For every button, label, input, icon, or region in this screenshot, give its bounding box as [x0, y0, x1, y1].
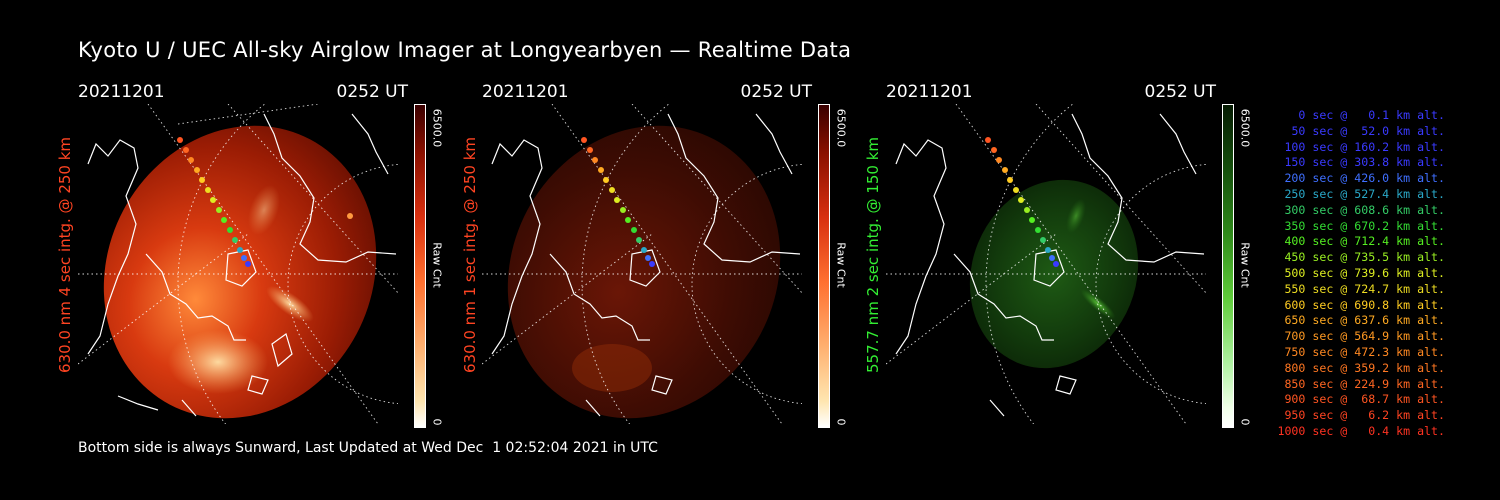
legend-row: 50 sec @ 52.0 km alt.	[1291, 123, 1445, 138]
panel-1-wavelength-text: 630.0 nm 4 sec intg. @ 250 km	[56, 136, 74, 374]
panel-2-cbar-max: 6500.0	[834, 108, 848, 148]
legend-row: 500 sec @ 739.6 km alt.	[1284, 265, 1445, 280]
panel-1-colorbar-labels: 6500.0 Raw Cnt 0	[429, 104, 445, 426]
panel-1-colorbar	[414, 104, 426, 428]
legend-row: 800 sec @ 359.2 km alt.	[1284, 360, 1445, 375]
legend-row: 750 sec @ 472.3 km alt.	[1284, 344, 1445, 359]
panel-2-image-svg	[482, 104, 802, 424]
legend-row: 1000 sec @ 0.4 km alt.	[1277, 423, 1445, 438]
panel-1-time: 0252 UT	[336, 82, 409, 102]
panel-2-date: 20211201	[482, 82, 569, 102]
legend-row: 900 sec @ 68.7 km alt.	[1284, 392, 1445, 407]
panel-2-cbar-unit: Raw Cnt	[834, 242, 848, 288]
panel-2-trajectory	[581, 137, 655, 267]
legend-row: 550 sec @ 724.7 km alt.	[1284, 281, 1445, 296]
panel-3-wavelength-text: 557.7 nm 2 sec intg. @ 150 km	[864, 136, 882, 374]
panel-3-cbar-min: 0	[1238, 418, 1252, 426]
legend-row: 350 sec @ 670.2 km alt.	[1284, 218, 1445, 233]
panel-2-colorbar-labels: 6500.0 Raw Cnt 0	[833, 104, 849, 426]
legend-row: 100 sec @ 160.2 km alt.	[1284, 139, 1445, 154]
panel-2-wavelength-text: 630.0 nm 1 sec intg. @ 250 km	[461, 136, 479, 374]
legend-row: 450 sec @ 735.5 km alt.	[1284, 250, 1445, 265]
altitude-time-legend: 0 sec @ 0.1 km alt. 50 sec @ 52.0 km alt.…	[1255, 108, 1445, 440]
panel-3-time: 0252 UT	[1144, 82, 1217, 102]
panel-3-cbar-max: 6500.0	[1238, 108, 1252, 148]
legend-row: 150 sec @ 303.8 km alt.	[1284, 155, 1445, 170]
panel-1-wavelength-label: 630.0 nm 4 sec intg. @ 250 km	[55, 80, 75, 430]
panel-1-cbar-unit: Raw Cnt	[430, 242, 444, 288]
panel-1-image-svg	[78, 104, 398, 424]
legend-row: 600 sec @ 690.8 km alt.	[1284, 297, 1445, 312]
panel-1-allsky-image	[78, 104, 398, 424]
panel-3-cbar-unit: Raw Cnt	[1238, 242, 1252, 288]
panel-2-cbar-min: 0	[834, 418, 848, 426]
legend-row: 300 sec @ 608.6 km alt.	[1284, 202, 1445, 217]
panel-3-allsky-image	[886, 104, 1206, 424]
panel-2-time: 0252 UT	[740, 82, 813, 102]
panel-3-date: 20211201	[886, 82, 973, 102]
page-title: Kyoto U / UEC All-sky Airglow Imager at …	[78, 38, 852, 62]
panel-3-wavelength-label: 557.7 nm 2 sec intg. @ 150 km	[863, 80, 883, 430]
panel-3-image-svg	[886, 104, 1206, 424]
legend-row: 200 sec @ 426.0 km alt.	[1284, 171, 1445, 186]
panel-1-cbar-max: 6500.0	[430, 108, 444, 148]
panel-2-wavelength-label: 630.0 nm 1 sec intg. @ 250 km	[460, 80, 480, 430]
panel-3-colorbar-labels: 6500.0 Raw Cnt 0	[1237, 104, 1253, 426]
panel-2-allsky-image	[482, 104, 802, 424]
update-footer: Bottom side is always Sunward, Last Upda…	[78, 440, 658, 456]
panel-3-trajectory	[985, 137, 1059, 267]
legend-row: 850 sec @ 224.9 km alt.	[1284, 376, 1445, 391]
panel-2: 20211201 0252 UT	[482, 80, 812, 430]
panel-1: 20211201 0252 UT	[78, 80, 408, 430]
legend-row: 700 sec @ 564.9 km alt.	[1284, 329, 1445, 344]
panel-2-colorbar	[818, 104, 830, 428]
legend-row: 250 sec @ 527.4 km alt.	[1284, 186, 1445, 201]
panel-1-date: 20211201	[78, 82, 165, 102]
legend-row: 650 sec @ 637.6 km alt.	[1284, 313, 1445, 328]
panel-3-colorbar	[1222, 104, 1234, 428]
panel-1-trajectory	[177, 137, 251, 267]
legend-row: 950 sec @ 6.2 km alt.	[1284, 408, 1445, 423]
panel-3: 20211201 0252 UT	[886, 80, 1216, 430]
panel-1-cbar-min: 0	[430, 418, 444, 426]
legend-row: 0 sec @ 0.1 km alt.	[1298, 108, 1445, 122]
legend-row: 400 sec @ 712.4 km alt.	[1284, 234, 1445, 249]
